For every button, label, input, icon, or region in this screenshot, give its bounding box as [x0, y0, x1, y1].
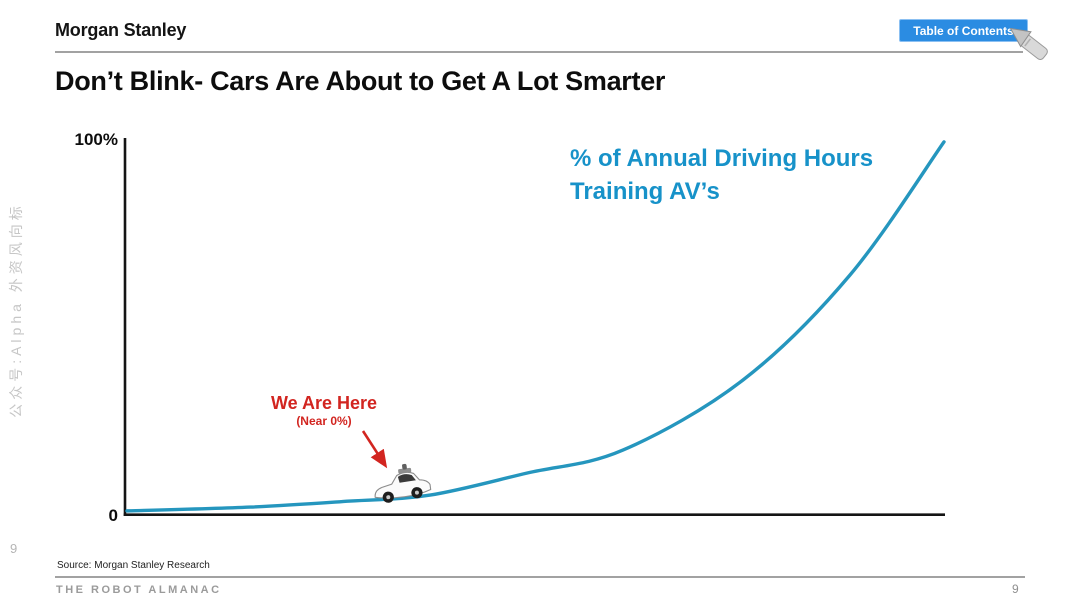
y-axis-label-0: 0: [108, 506, 118, 525]
page-number-right: 9: [1012, 582, 1019, 596]
y-axis-label-100: 100%: [74, 130, 118, 149]
we-are-here-arrow: [361, 430, 388, 469]
hand-cursor-icon: [1009, 27, 1048, 60]
series-label-line2: Training AV’s: [570, 178, 720, 205]
page-title: Don’t Blink- Cars Are About to Get A Lot…: [55, 66, 666, 96]
header-divider: [55, 51, 1023, 53]
footer-divider: [55, 576, 1025, 578]
morgan-stanley-logo: Morgan Stanley: [55, 20, 187, 40]
publication-title: THE ROBOT ALMANAC: [56, 584, 222, 596]
autonomous-car-icon: [374, 463, 432, 503]
page-number-left: 9: [10, 541, 18, 556]
driving-hours-curve: [125, 140, 946, 513]
near-zero-label: (Near 0%): [296, 414, 352, 428]
series-label-line1: % of Annual Driving Hours: [570, 145, 874, 172]
series-label: % of Annual Driving Hours Training AV’s: [570, 142, 873, 208]
source-note: Source: Morgan Stanley Research: [57, 560, 210, 571]
we-are-here-annotation: We Are Here (Near 0%): [260, 392, 388, 428]
table-of-contents-button[interactable]: Table of Contents: [899, 19, 1028, 42]
we-are-here-label: We Are Here: [270, 393, 378, 413]
